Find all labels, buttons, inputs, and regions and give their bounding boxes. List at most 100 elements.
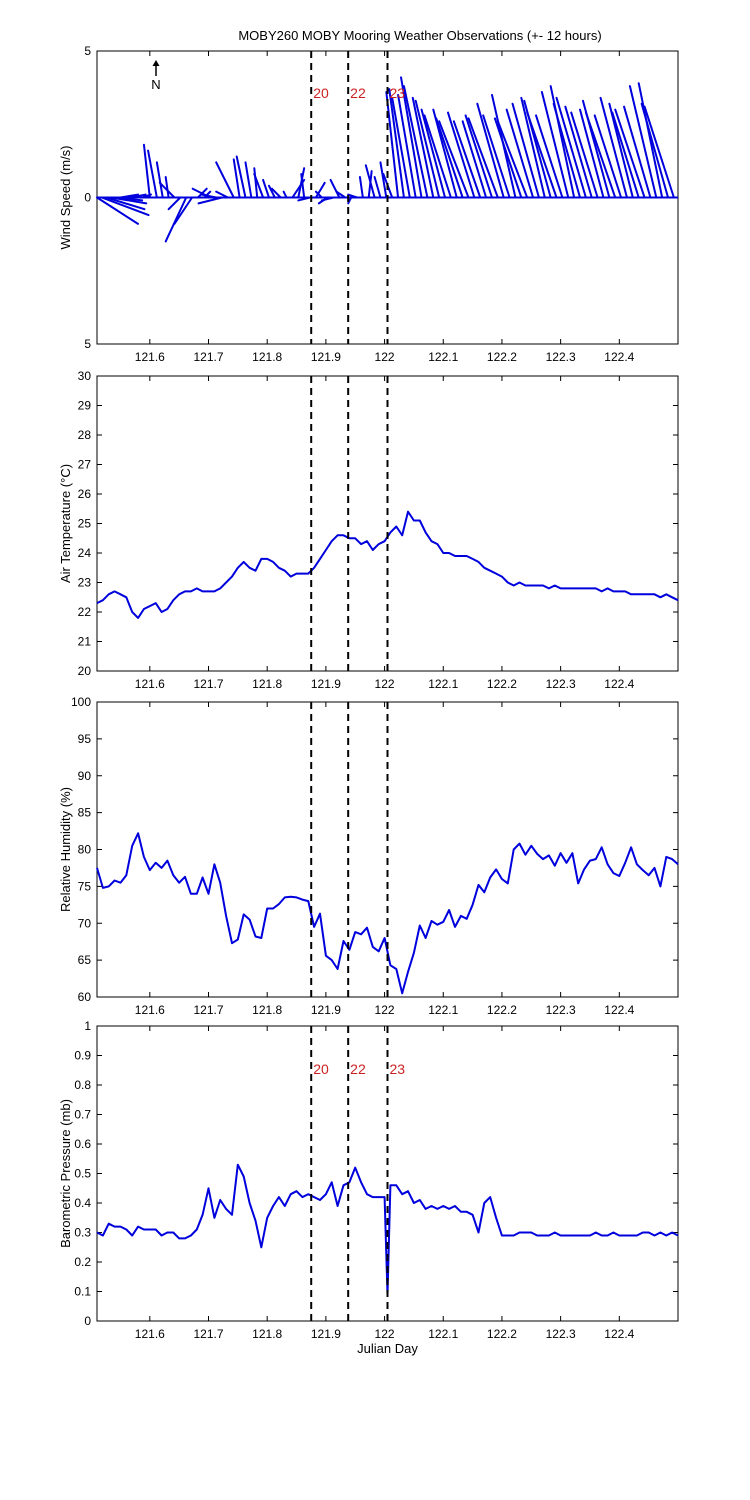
pressure-y-tick-label: 0.1 (74, 1285, 91, 1299)
wind-vector (262, 178, 270, 199)
humidity-x-tick-label: 121.7 (193, 1003, 223, 1017)
humidity-x-tick-label: 122.3 (546, 1003, 576, 1017)
wind-vector (400, 76, 423, 199)
temperature-y-tick-label: 21 (78, 635, 92, 649)
wind-vector (358, 175, 364, 199)
wind-vector (232, 158, 241, 199)
pressure-x-tick-label: 122.4 (604, 1327, 634, 1341)
temperature-y-axis-label: Air Temperature (°C) (58, 464, 73, 583)
pressure-x-tick-label: 121.6 (135, 1327, 165, 1341)
wind-vector (593, 114, 623, 199)
humidity-x-tick-label: 122.1 (428, 1003, 458, 1017)
wind-vector (420, 108, 447, 199)
wind-vector (347, 193, 358, 199)
humidity-y-tick-label: 95 (78, 732, 92, 746)
wind-vector (452, 120, 482, 199)
temperature-y-tick-label: 22 (78, 605, 92, 619)
pressure-y-tick-label: 0 (84, 1314, 91, 1328)
wind-vector (446, 111, 476, 199)
wind-vector (244, 161, 253, 199)
humidity-x-tick-label: 121.6 (135, 1003, 165, 1017)
wind-vector (482, 114, 511, 199)
temperature-y-tick-label: 26 (78, 487, 92, 501)
wind-vector (637, 82, 664, 199)
pressure-marker-label: 22 (350, 1061, 366, 1077)
wind-vector (411, 96, 435, 199)
figure-title: MOBY260 MOBY Mooring Weather Observation… (238, 28, 601, 43)
wind-vector (320, 196, 335, 202)
pressure-x-tick-label: 121.7 (193, 1327, 223, 1341)
pressure-y-tick-label: 0.9 (74, 1049, 91, 1063)
humidity-x-tick-label: 121.8 (252, 1003, 282, 1017)
wind-vector (347, 196, 353, 205)
wind-vector (552, 102, 581, 199)
wind-vector (511, 102, 540, 199)
wind-marker-label: 22 (350, 85, 366, 101)
temperature-y-tick-label: 29 (78, 399, 92, 413)
wind-vector (493, 117, 523, 199)
pressure-marker-label: 20 (313, 1061, 329, 1077)
wind-vector (164, 175, 170, 199)
wind-vector (270, 187, 282, 199)
wind-vector (155, 161, 164, 199)
humidity-y-tick-label: 90 (78, 769, 92, 783)
wind-x-tick-label: 122.4 (604, 350, 634, 364)
wind-vector (96, 196, 140, 225)
pressure-x-tick-label: 122.1 (428, 1327, 458, 1341)
pressure-y-tick-label: 0.3 (74, 1226, 91, 1240)
humidity-x-tick-label: 122.4 (604, 1003, 634, 1017)
wind-vector (623, 105, 652, 199)
humidity-y-tick-label: 60 (78, 990, 92, 1004)
pressure-marker-label: 23 (390, 1061, 406, 1077)
temperature-y-tick-label: 23 (78, 576, 92, 590)
wind-vector (297, 167, 306, 199)
wind-vector (200, 193, 218, 199)
humidity-series-line (96, 832, 679, 995)
wind-vector (611, 111, 640, 199)
wind-vector (147, 149, 158, 199)
wind-y-tick-label: 5 (84, 337, 91, 351)
humidity-y-tick-label: 85 (78, 806, 92, 820)
humidity-y-axis-label: Relative Humidity (%) (58, 787, 73, 912)
wind-x-tick-label: 122 (375, 350, 395, 364)
wind-x-tick-label: 121.9 (311, 350, 341, 364)
wind-vector (253, 173, 265, 199)
temperature-y-tick-label: 24 (78, 546, 92, 560)
temperature-y-tick-label: 27 (78, 458, 92, 472)
wind-vector (640, 102, 670, 199)
wind-vector (142, 143, 151, 199)
temperature-x-tick-label: 122.3 (546, 677, 576, 691)
wind-vector (461, 120, 488, 199)
temperature-y-tick-label: 30 (78, 369, 92, 383)
temperature-x-tick-label: 121.8 (252, 677, 282, 691)
wind-vector (564, 105, 593, 199)
temperature-x-tick-label: 122.4 (604, 677, 634, 691)
wind-x-tick-label: 122.1 (428, 350, 458, 364)
humidity-y-tick-label: 65 (78, 953, 92, 967)
wind-x-tick-label: 121.7 (193, 350, 223, 364)
wind-x-tick-label: 122.2 (487, 350, 517, 364)
temperature-series-line (96, 510, 679, 619)
temperature-x-tick-label: 121.9 (311, 677, 341, 691)
pressure-y-tick-label: 0.8 (74, 1078, 91, 1092)
wind-vector (167, 196, 182, 211)
wind-vector (496, 120, 529, 199)
wind-x-tick-label: 122.3 (546, 350, 576, 364)
wind-vector (535, 114, 564, 199)
wind-vector (373, 175, 382, 199)
wind-vector (435, 117, 464, 199)
wind-vector (643, 105, 675, 199)
wind-vector (614, 108, 646, 199)
wind-vector (215, 161, 235, 199)
wind-vector (520, 96, 546, 199)
pressure-x-tick-label: 121.9 (311, 1327, 341, 1341)
wind-vector (329, 178, 341, 199)
wind-vector (203, 190, 212, 199)
wind-vector (158, 181, 176, 199)
wind-vector (540, 91, 570, 199)
pressure-y-tick-label: 1 (84, 1019, 91, 1033)
wind-vector (253, 167, 259, 199)
humidity-x-tick-label: 122.2 (487, 1003, 517, 1017)
wind-vector (423, 114, 452, 199)
wind-vector (414, 99, 441, 199)
